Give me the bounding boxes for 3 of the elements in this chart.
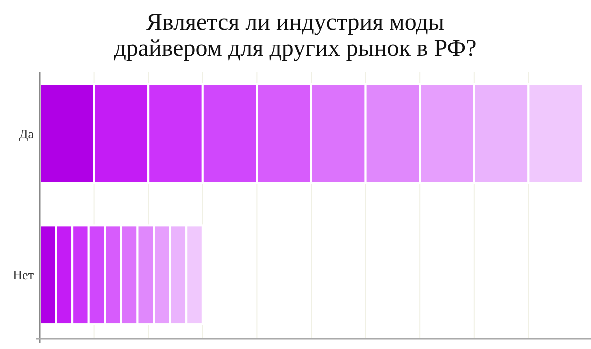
y-tick-label: Нет [13,268,34,283]
chart-title: Является ли индустрия моды драйвером для других рынок в РФ? [114,10,477,62]
y-tick-label: Да [19,126,34,142]
